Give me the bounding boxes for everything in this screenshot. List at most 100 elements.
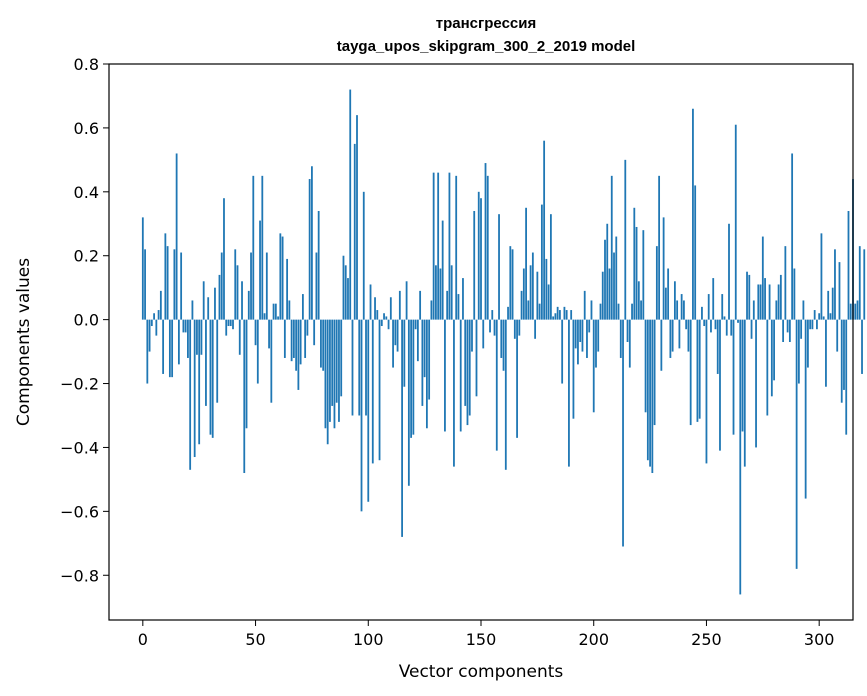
bar <box>847 210 850 320</box>
bar <box>820 233 823 320</box>
y-tick-label: −0.2 <box>60 375 99 394</box>
bar <box>412 319 415 435</box>
bar <box>863 249 866 320</box>
bar <box>241 281 243 320</box>
bar <box>626 319 629 342</box>
bar <box>545 258 548 320</box>
bar <box>513 319 516 339</box>
bar <box>358 319 361 416</box>
bar <box>196 319 198 355</box>
bar <box>811 319 814 330</box>
y-tick-label: −0.8 <box>60 566 99 585</box>
bar <box>664 287 667 320</box>
bar <box>141 217 144 320</box>
bar <box>331 319 334 406</box>
bar <box>509 246 512 320</box>
bar <box>748 274 751 320</box>
bar <box>554 313 557 320</box>
bar <box>493 319 496 336</box>
bar <box>437 172 440 320</box>
bar <box>642 230 645 320</box>
bar <box>464 319 467 406</box>
bar <box>705 319 708 464</box>
bar <box>556 306 559 320</box>
bar <box>315 252 318 320</box>
bar <box>320 319 322 368</box>
bar <box>453 319 455 467</box>
bar <box>471 319 473 352</box>
bar <box>218 274 221 320</box>
y-tick-label: 0.2 <box>74 247 99 266</box>
bar <box>211 319 214 438</box>
bar <box>394 319 397 346</box>
bar <box>270 319 273 403</box>
bar <box>816 319 818 330</box>
y-tick-label: −0.6 <box>60 502 99 521</box>
bar <box>477 191 480 320</box>
bar <box>292 319 295 358</box>
bar <box>518 319 521 336</box>
bar <box>746 271 748 320</box>
bar <box>144 249 146 320</box>
bar <box>757 284 760 320</box>
y-axis-ticks: −0.8 −0.6 −0.4 −0.2 0.0 0.2 0.4 0.6 0.8 <box>60 55 109 585</box>
bar <box>326 319 329 445</box>
bar <box>338 319 340 422</box>
bar <box>658 175 661 320</box>
bar <box>622 319 624 547</box>
bar <box>236 265 239 320</box>
bar <box>180 252 183 320</box>
bar <box>268 319 270 349</box>
bar <box>410 319 413 438</box>
bar <box>637 281 640 320</box>
bar <box>743 319 746 467</box>
bar <box>613 252 615 320</box>
bar <box>491 310 494 320</box>
chart-subtitle: tayga_upos_skipgram_300_2_2019 model <box>337 38 636 55</box>
bar <box>435 265 437 320</box>
bar <box>775 300 778 320</box>
bar <box>797 319 800 384</box>
bar <box>252 175 255 320</box>
bar <box>425 319 428 429</box>
bar <box>356 115 358 320</box>
bar <box>714 319 717 330</box>
bar <box>825 319 827 387</box>
bar <box>777 284 780 320</box>
bar <box>489 319 491 333</box>
bar <box>306 319 309 336</box>
y-tick-label: 0.8 <box>74 55 99 74</box>
bar <box>387 319 390 330</box>
bar <box>849 303 852 320</box>
bar <box>601 271 604 320</box>
bar <box>166 246 169 320</box>
bar <box>367 319 370 502</box>
bar <box>579 319 582 342</box>
bar <box>536 271 539 320</box>
bar <box>374 297 376 320</box>
bar <box>407 319 410 486</box>
bar <box>570 310 573 320</box>
x-axis-ticks: 0 50 100 150 200 250 300 <box>138 620 834 649</box>
bar <box>171 319 174 378</box>
bar <box>468 319 471 416</box>
bar <box>232 319 234 330</box>
bar <box>520 290 523 320</box>
bar <box>175 153 178 320</box>
bar <box>752 300 755 320</box>
bar <box>581 319 584 352</box>
bar <box>392 319 394 368</box>
bar <box>157 310 160 320</box>
bar <box>333 319 336 429</box>
bar <box>259 220 261 320</box>
bar <box>635 226 638 320</box>
bar <box>734 124 737 320</box>
bar <box>245 319 248 429</box>
bar <box>563 306 566 320</box>
bar <box>466 319 469 426</box>
bar <box>829 313 832 320</box>
bar <box>369 284 372 320</box>
bar <box>220 252 223 320</box>
x-tick-label: 200 <box>578 630 609 649</box>
bar <box>263 313 266 320</box>
